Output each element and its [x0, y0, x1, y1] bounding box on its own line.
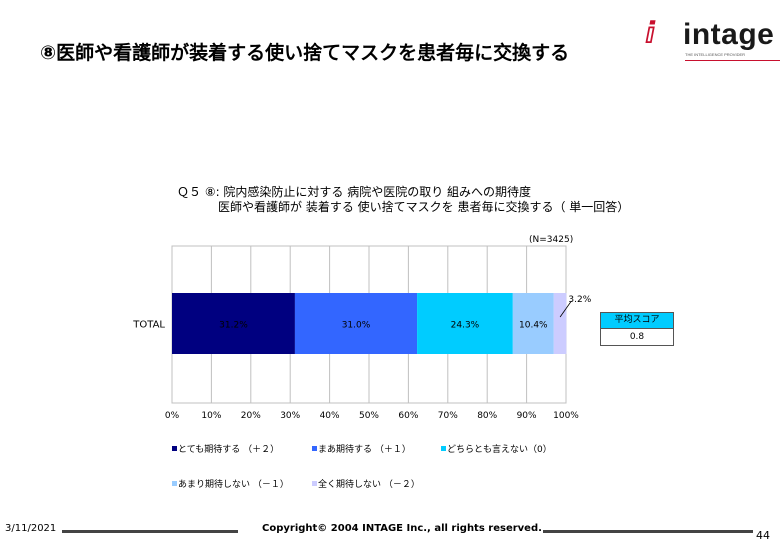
footer-rule-right: [543, 530, 753, 533]
legend-swatch: [312, 446, 317, 451]
legend-swatch: [312, 481, 317, 486]
page-number: 44: [756, 529, 770, 542]
question-line-2: 医師や看護師が 装着する 使い捨てマスクを 患者毎に交換する（ 単一回答）: [218, 200, 630, 214]
logo-subtext: THE INTELLIGENCE PROVIDER: [685, 52, 746, 57]
logo-mark-icon: ⅈ: [645, 16, 656, 51]
legend-swatch: [441, 446, 446, 451]
x-tick-label: 60%: [398, 411, 418, 421]
bar-segment: [512, 293, 554, 354]
bar-segment: [553, 293, 567, 354]
x-tick-label: 50%: [359, 411, 379, 421]
data-label: 3.2%: [568, 295, 591, 305]
x-tick-label: 20%: [241, 411, 261, 421]
x-tick-label: 30%: [280, 411, 300, 421]
logo-text: intage: [683, 18, 775, 51]
x-tick-label: 0%: [165, 411, 180, 421]
x-tick-label: 90%: [517, 411, 537, 421]
logo-underline: [685, 60, 780, 61]
legend-swatch: [172, 446, 177, 451]
average-score-value: 0.8: [601, 329, 673, 345]
data-label: 31.2%: [219, 321, 248, 331]
x-tick-label: 100%: [553, 411, 579, 421]
bar-layer: 31.2% 31.0% 24.3% 10.4% 3.2%: [172, 293, 592, 354]
average-score-label: 平均スコア: [601, 313, 673, 329]
legend-label: とても期待する （＋２）: [178, 443, 279, 455]
x-tick-label: 70%: [438, 411, 458, 421]
bar-segment: [294, 293, 418, 354]
footer-date: 3/11/2021: [5, 523, 57, 534]
axis-layer: 0% 10% 20% 30% 40% 50% 60% 70% 80% 90% 100% TOTAL: [132, 320, 579, 422]
legend-label: どちらとも言えない（0）: [447, 443, 552, 455]
x-tick-label: 40%: [320, 411, 340, 421]
category-label: TOTAL: [132, 320, 165, 331]
footer-copyright: Copyright© 2004 INTAGE Inc., all rights …: [262, 523, 542, 534]
question-line-1: Ｑ５ ⑧: 院内感染防止に対する 病院や医院の取り 組みへの期待度: [177, 185, 532, 199]
bar-segment: [172, 293, 295, 354]
data-label: 31.0%: [342, 321, 371, 331]
footer-rule-left: [62, 530, 238, 533]
callout-line: [559, 300, 572, 318]
legend-layer: とても期待する （＋２） まあ期待する （＋１） どちらとも言えない（0） あまり期待…: [172, 443, 552, 490]
legend-label: 全く期待しない （－２）: [318, 478, 420, 490]
legend-swatch: [172, 481, 177, 486]
sample-size: (N=3425): [529, 235, 574, 245]
intage-logo: ⅈ intage THE INTELLIGENCE PROVIDER: [645, 16, 780, 66]
legend-label: まあ期待する （＋１）: [318, 443, 411, 455]
bar-segment: [417, 293, 513, 354]
average-score-box: 平均スコア 0.8: [600, 312, 674, 346]
x-tick-label: 10%: [201, 411, 221, 421]
data-label: 10.4%: [519, 321, 548, 331]
slide-title: ⑧医師や看護師が装着する使い捨てマスクを患者毎に交換する: [40, 42, 570, 64]
x-tick-label: 80%: [477, 411, 497, 421]
data-label: 24.3%: [451, 321, 480, 331]
legend-label: あまり期待しない （－１）: [178, 478, 289, 490]
